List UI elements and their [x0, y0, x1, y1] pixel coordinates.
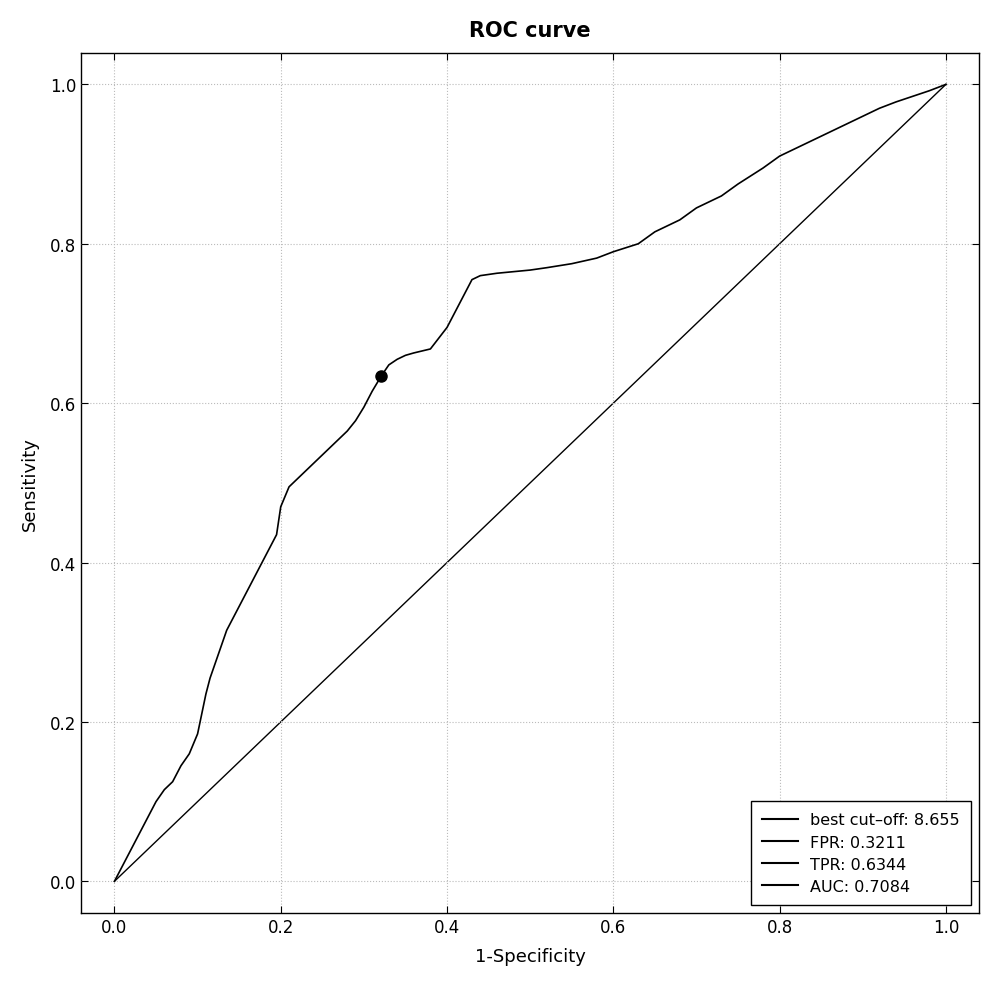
- Y-axis label: Sensitivity: Sensitivity: [21, 437, 39, 530]
- Legend: best cut–off: 8.655, FPR: 0.3211, TPR: 0.6344, AUC: 0.7084: best cut–off: 8.655, FPR: 0.3211, TPR: 0…: [751, 802, 971, 905]
- Title: ROC curve: ROC curve: [469, 21, 591, 40]
- X-axis label: 1-Specificity: 1-Specificity: [475, 948, 586, 965]
